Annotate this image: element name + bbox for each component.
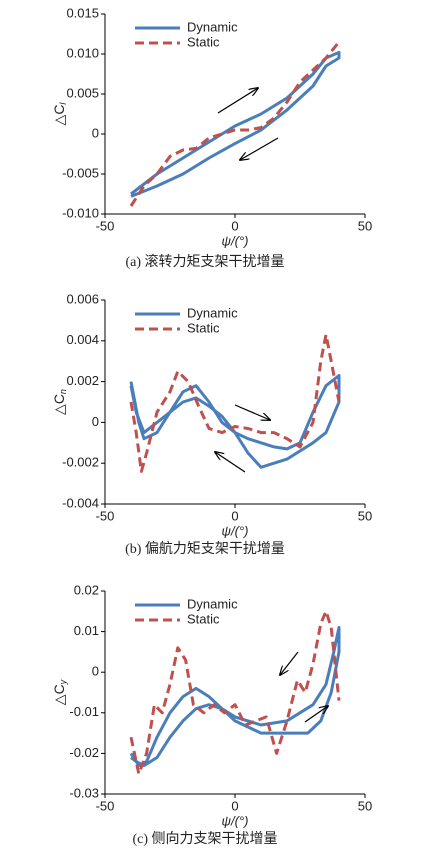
x-tick-label: -50: [96, 508, 115, 523]
y-tick-label: -0.01: [69, 704, 99, 719]
x-tick-label: 50: [358, 218, 372, 233]
y-tick-label: 0.002: [66, 373, 99, 388]
x-tick-label: 50: [358, 798, 372, 813]
legend-label: Dynamic: [187, 596, 238, 611]
y-tick-label: 0.015: [66, 5, 99, 20]
y-tick-label: 0: [92, 414, 99, 429]
y-tick-label: 0.01: [74, 623, 99, 638]
x-tick-label: 0: [231, 218, 238, 233]
x-tick-label: 50: [358, 508, 372, 523]
direction-arrow: [304, 706, 328, 723]
x-axis-label: ψ/(°): [222, 813, 249, 828]
y-tick-label: -0.02: [69, 745, 99, 760]
series-line: [130, 50, 341, 198]
x-tick-label: -50: [96, 798, 115, 813]
legend-label: Static: [187, 34, 220, 49]
y-tick-label: 0.004: [66, 332, 99, 347]
direction-arrow: [234, 404, 270, 420]
direction-arrow: [215, 452, 246, 473]
y-tick-label: 0.010: [66, 45, 99, 60]
y-axis-label: △Cl: [51, 102, 69, 126]
y-tick-label: 0.006: [66, 291, 99, 306]
y-axis-label-main: △C: [51, 105, 67, 126]
caption: (b) 偏航力矩支架干扰增量: [125, 541, 285, 557]
x-axis-label: ψ/(°): [222, 233, 249, 248]
y-tick-label: 0: [92, 125, 99, 140]
y-tick-label: 0.02: [74, 582, 99, 597]
y-tick-label: 0: [92, 664, 99, 679]
legend-label: Static: [187, 320, 220, 335]
y-axis-label-subscript: n: [58, 389, 68, 394]
y-tick-label: -0.002: [62, 455, 99, 470]
y-tick-label: -0.005: [62, 165, 99, 180]
y-tick-label: 0.005: [66, 85, 99, 100]
series-line: [129, 374, 341, 469]
series-line: [129, 609, 341, 776]
y-tick-label: -0.010: [62, 205, 99, 220]
direction-arrow: [280, 651, 299, 675]
y-axis-label-main: △C: [51, 684, 67, 705]
legend-label: Static: [187, 611, 220, 626]
series-line: [129, 626, 341, 768]
y-tick-label: -0.03: [69, 785, 99, 800]
legend-label: Dynamic: [187, 305, 238, 320]
legend-label: Dynamic: [187, 19, 238, 34]
x-tick-label: 0: [231, 508, 238, 523]
y-axis-label-subscript: y: [58, 679, 68, 685]
x-tick-label: 0: [231, 798, 238, 813]
x-tick-label: -50: [96, 218, 115, 233]
series-line: [129, 41, 341, 207]
caption: (c) 侧向力支架干扰增量: [132, 831, 277, 847]
y-axis-label-main: △C: [51, 394, 67, 415]
direction-arrow: [217, 88, 258, 114]
series-line: [129, 333, 341, 473]
x-axis-label: ψ/(°): [222, 523, 249, 538]
y-axis-label: △Cy: [51, 679, 69, 705]
y-axis-label-subscript: l: [58, 102, 68, 105]
y-tick-label: -0.004: [62, 495, 99, 510]
direction-arrow: [240, 137, 279, 160]
caption: (a) 滚转力矩支架干扰增量: [125, 253, 284, 270]
y-axis-label: △Cn: [51, 389, 69, 415]
